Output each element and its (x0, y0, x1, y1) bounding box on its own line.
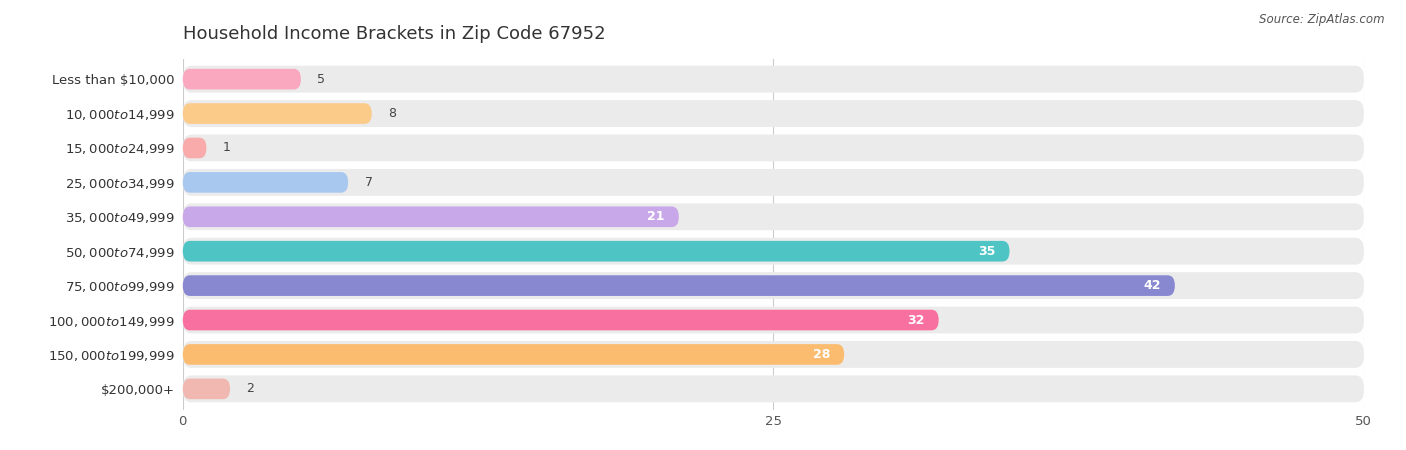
FancyBboxPatch shape (183, 306, 1364, 333)
Text: Source: ZipAtlas.com: Source: ZipAtlas.com (1260, 14, 1385, 27)
FancyBboxPatch shape (183, 203, 1364, 230)
FancyBboxPatch shape (183, 275, 1175, 296)
Text: 1: 1 (224, 141, 231, 154)
FancyBboxPatch shape (183, 310, 939, 330)
FancyBboxPatch shape (183, 138, 207, 158)
Text: 7: 7 (364, 176, 373, 189)
Text: 35: 35 (979, 245, 995, 258)
FancyBboxPatch shape (183, 341, 1364, 368)
FancyBboxPatch shape (183, 135, 1364, 162)
FancyBboxPatch shape (183, 375, 1364, 402)
Text: 21: 21 (647, 210, 665, 223)
FancyBboxPatch shape (183, 344, 844, 365)
FancyBboxPatch shape (183, 66, 1364, 93)
Text: 42: 42 (1143, 279, 1161, 292)
Text: 28: 28 (813, 348, 830, 361)
FancyBboxPatch shape (183, 172, 349, 193)
FancyBboxPatch shape (183, 169, 1364, 196)
FancyBboxPatch shape (183, 207, 679, 227)
Text: 5: 5 (318, 72, 325, 86)
FancyBboxPatch shape (183, 100, 1364, 127)
FancyBboxPatch shape (183, 241, 1010, 261)
Text: 8: 8 (388, 107, 396, 120)
Text: 32: 32 (907, 314, 925, 327)
FancyBboxPatch shape (183, 69, 301, 90)
FancyBboxPatch shape (183, 238, 1364, 265)
Text: Household Income Brackets in Zip Code 67952: Household Income Brackets in Zip Code 67… (183, 25, 606, 43)
FancyBboxPatch shape (183, 378, 231, 399)
Text: 2: 2 (246, 382, 254, 396)
FancyBboxPatch shape (183, 103, 371, 124)
FancyBboxPatch shape (183, 272, 1364, 299)
